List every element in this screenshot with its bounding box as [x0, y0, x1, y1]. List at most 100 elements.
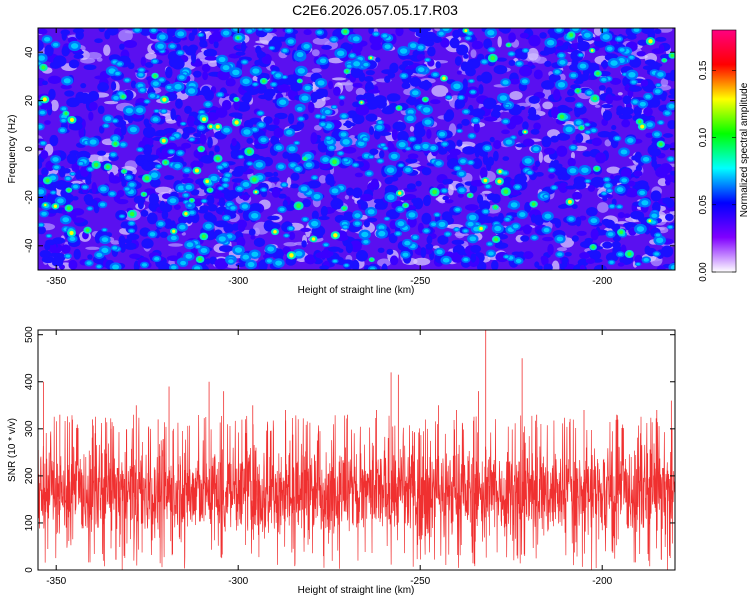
- heat-cell: [203, 212, 214, 221]
- heat-cell: [369, 155, 374, 159]
- heat-cell: [104, 100, 119, 105]
- heat-cell: [353, 163, 358, 167]
- heat-cell: [54, 165, 60, 170]
- heat-cell: [504, 255, 509, 258]
- snr-panel: -350 -300 -250 -200 0 100 200 300 400 500 Height…: [7, 326, 676, 596]
- heat-cell: [415, 145, 421, 150]
- heat-cell: [397, 106, 401, 110]
- heat-cell: [59, 128, 66, 133]
- heat-cell: [70, 43, 79, 49]
- heat-cell: [508, 32, 516, 43]
- heat-cell: [576, 103, 582, 107]
- heat-cell: [636, 262, 640, 266]
- heat-cell: [444, 199, 454, 204]
- heat-cell: [251, 251, 259, 257]
- heat-cell: [369, 33, 383, 46]
- heat-cell: [268, 176, 280, 182]
- heat-cell: [333, 233, 338, 238]
- heat-cell: [144, 175, 150, 181]
- heat-cell: [170, 265, 177, 270]
- heat-cell: [661, 245, 674, 258]
- heat-cell: [564, 96, 576, 103]
- heat-cell: [93, 162, 99, 168]
- heat-cell: [579, 63, 587, 69]
- heat-cell: [184, 168, 190, 173]
- heat-cell: [254, 190, 258, 194]
- heat-cell: [483, 38, 493, 50]
- heat-cell: [415, 180, 422, 187]
- heat-cell: [96, 265, 102, 268]
- y-tick-label: 20: [24, 95, 35, 107]
- heat-cell: [425, 243, 434, 250]
- heat-cell: [303, 157, 307, 160]
- heat-cell: [137, 199, 144, 210]
- heat-cell: [407, 163, 421, 168]
- heat-cell: [202, 117, 207, 122]
- heat-cell: [199, 39, 208, 48]
- heat-cell: [402, 60, 414, 66]
- heat-cell: [643, 107, 653, 117]
- heat-cell: [609, 204, 615, 208]
- heat-cell: [115, 71, 120, 76]
- heat-cell: [354, 221, 361, 226]
- heat-cell: [606, 46, 613, 51]
- heat-cell: [337, 50, 345, 57]
- heat-cell: [355, 104, 370, 116]
- heat-cell: [305, 162, 313, 168]
- heat-cell: [274, 112, 288, 120]
- heat-cell: [639, 101, 646, 107]
- heat-cell: [191, 51, 197, 64]
- heat-cell: [670, 170, 675, 176]
- heat-cell: [601, 77, 607, 82]
- heat-cell: [273, 117, 280, 126]
- heat-cell: [214, 145, 220, 153]
- heat-cell: [463, 229, 468, 233]
- heat-cell: [297, 68, 306, 74]
- heat-cell: [89, 139, 97, 145]
- heat-cell: [126, 233, 140, 241]
- heat-cell: [649, 147, 661, 157]
- heat-cell: [72, 217, 85, 223]
- heat-cell: [52, 157, 59, 162]
- heat-cell: [237, 191, 243, 197]
- heat-cell: [550, 135, 559, 143]
- heat-cell: [38, 124, 43, 129]
- y-tick-label: 400: [24, 373, 35, 390]
- heat-cell: [610, 60, 618, 66]
- heat-cell: [313, 193, 321, 200]
- heat-cell: [83, 194, 93, 204]
- spectrogram-y-axis-label: Frequency (Hz): [7, 115, 18, 184]
- heat-cell: [262, 79, 266, 83]
- heat-cell: [61, 119, 66, 123]
- heat-cell: [125, 187, 130, 191]
- heat-cell: [211, 191, 226, 199]
- heat-cell: [579, 126, 583, 130]
- heat-cell: [397, 221, 405, 227]
- heat-cell: [242, 194, 250, 201]
- heat-cell: [47, 208, 60, 214]
- heat-cell: [586, 90, 592, 95]
- heat-cell: [648, 219, 652, 223]
- heat-cell: [420, 247, 427, 258]
- heat-cell: [570, 145, 576, 150]
- heat-cell: [242, 254, 250, 260]
- heat-cell: [222, 30, 230, 36]
- heat-cell: [634, 254, 643, 265]
- heat-cell: [42, 97, 47, 102]
- heat-cell: [411, 198, 419, 204]
- heat-cell: [619, 230, 624, 235]
- heat-cell: [581, 167, 589, 173]
- heat-cell: [183, 193, 189, 197]
- heat-cell: [125, 107, 133, 114]
- heat-cell: [246, 137, 254, 144]
- heat-cell: [373, 95, 387, 106]
- heat-cell: [542, 236, 554, 242]
- heat-cell: [493, 139, 502, 150]
- colorbar-tick-label: 0.10: [698, 127, 709, 147]
- heat-cell: [356, 199, 365, 205]
- heat-cell: [509, 52, 514, 56]
- heat-cell: [390, 153, 398, 159]
- heat-cell: [165, 118, 177, 124]
- heat-cell: [205, 112, 219, 121]
- heat-cell: [87, 207, 92, 210]
